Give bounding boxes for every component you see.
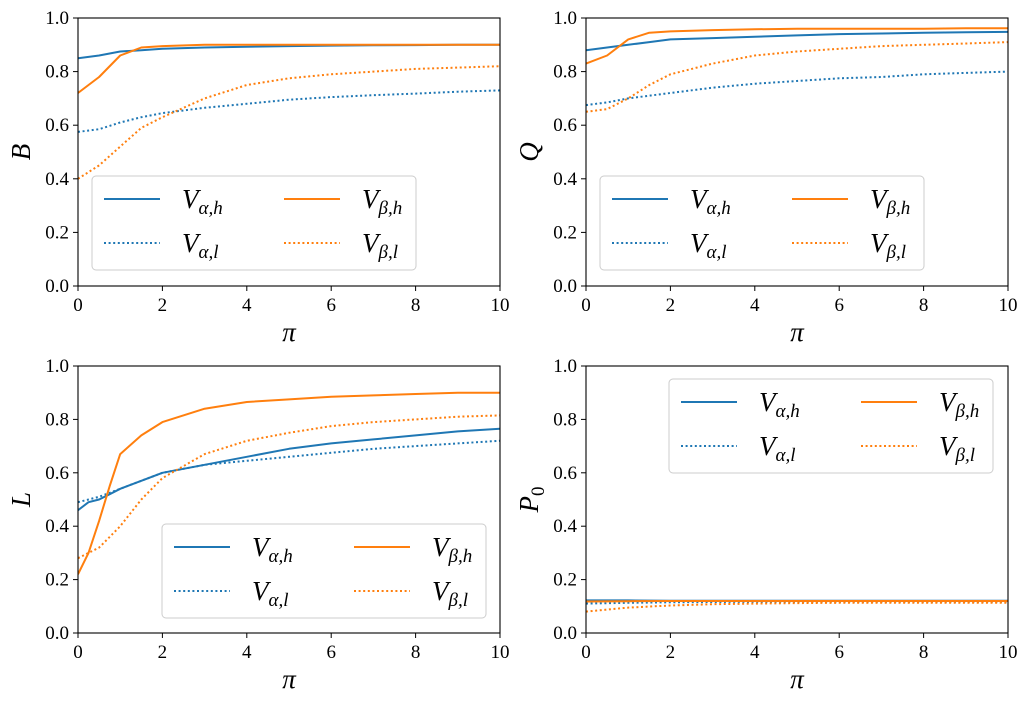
x-tick-label: 8 [411,295,421,316]
series-group [78,43,500,180]
y-tick-label: 0.2 [553,570,577,591]
x-tick-label: 6 [326,295,336,316]
x-axis-label: π [790,317,805,347]
legend: Vα,hVα,lVβ,hVβ,l [91,175,417,271]
x-tick-label: 6 [834,295,844,316]
x-tick-label: 8 [919,295,929,316]
series-line-h-solid [78,391,500,575]
plot-frame [585,365,1009,634]
y-tick-label: 0.2 [45,222,69,243]
y-tick-label: 0.0 [553,623,577,644]
y-axis-label: Q [514,142,544,162]
y-tick-label: 0.2 [45,570,69,591]
x-tick-label: 2 [158,295,168,316]
series-line-l-dotted [586,41,1008,113]
y-tick-label: 0.0 [45,623,69,644]
y-tick-label: 0.4 [45,169,69,190]
x-tick-label: 10 [491,642,510,663]
y-tick-label: 0.6 [45,115,69,136]
series-line-l-dotted [78,89,500,133]
series-line-l-dotted [586,70,1008,107]
y-tick-label: 1.0 [45,356,69,377]
x-tick-label: 10 [999,295,1018,316]
y-tick-label: 0.4 [553,516,577,537]
chart-q: 0 2 4 6 8 10 0.0 0.2 0.4 0.6 0.8 1.0 π Q Vα,hVα,lVβ,hV… [514,8,1018,347]
y-tick-label: 0.2 [553,222,577,243]
x-tick-label: 6 [326,642,336,663]
x-tick-label: 6 [834,642,844,663]
y-tick-label: 0.8 [553,409,577,430]
y-tick-label: 0.6 [553,115,577,136]
legend: Vα,hVα,lVβ,hVβ,l [668,378,994,474]
series-line-l-dotted [586,601,1008,613]
x-axis-label: π [790,664,805,694]
x-axis-label: π [282,317,297,347]
series-group [78,391,500,575]
x-tick-label: 8 [411,642,421,663]
x-tick-label: 4 [242,642,252,663]
x-tick-label: 2 [158,642,168,663]
x-tick-label: 10 [999,642,1018,663]
x-tick-label: 0 [581,295,591,316]
series-line-h-solid [78,427,500,511]
y-axis-label: B [6,144,36,161]
x-tick-label: 4 [750,295,760,316]
legend: Vα,hVα,lVβ,hVβ,l [599,175,925,271]
series-line-h-solid [586,600,1008,603]
plot-frame [77,17,501,287]
x-tick-label: 8 [919,642,929,663]
series-group [586,599,1008,613]
x-tick-label: 4 [750,642,760,663]
x-tick-label: 10 [491,295,510,316]
y-tick-label: 0.8 [45,409,69,430]
x-tick-label: 0 [73,295,83,316]
plot-frame [585,17,1009,287]
y-tick-label: 0.4 [45,516,69,537]
y-tick-label: 0.6 [45,463,69,484]
chart-b: 0 2 4 6 8 10 0.0 0.2 0.4 0.6 0.8 1.0 π B Vα,hVα,lVβ,hV… [6,8,510,347]
x-tick-label: 4 [242,295,252,316]
chart-l: 0 2 4 6 8 10 0.0 0.2 0.4 0.6 0.8 1.0 π L Vα,hVα,lVβ,hV… [6,356,510,694]
x-axis-label: π [282,664,297,694]
x-tick-label: 2 [666,642,676,663]
series-line-l-dotted [78,65,500,180]
y-tick-label: 0.0 [45,276,69,297]
x-tick-label: 0 [73,642,83,663]
plot-frame [77,365,501,634]
y-axis-label: L [6,492,36,508]
legend: Vα,hVα,lVβ,hVβ,l [161,523,487,619]
series-line-h-solid [586,30,1008,52]
y-tick-label: 1.0 [45,8,69,29]
y-tick-label: 0.4 [553,169,577,190]
y-tick-label: 0.0 [553,276,577,297]
series-line-l-dotted [586,600,1008,605]
series-group [586,27,1008,113]
y-tick-label: 0.8 [45,62,69,83]
series-line-h-solid [78,43,500,94]
x-tick-label: 2 [666,295,676,316]
x-tick-label: 0 [581,642,591,663]
y-axis-label: P0 [514,487,549,514]
series-line-h-solid [586,27,1008,65]
y-tick-label: 0.6 [553,463,577,484]
chart-p0: 0 2 4 6 8 10 0.0 0.2 0.4 0.6 0.8 1.0 π P0 Vα,hVα,lVβ,h… [514,356,1018,694]
y-tick-label: 0.8 [553,62,577,83]
series-line-l-dotted [78,439,500,504]
y-tick-label: 1.0 [553,8,577,29]
series-line-l-dotted [78,414,500,560]
y-tick-label: 1.0 [553,356,577,377]
